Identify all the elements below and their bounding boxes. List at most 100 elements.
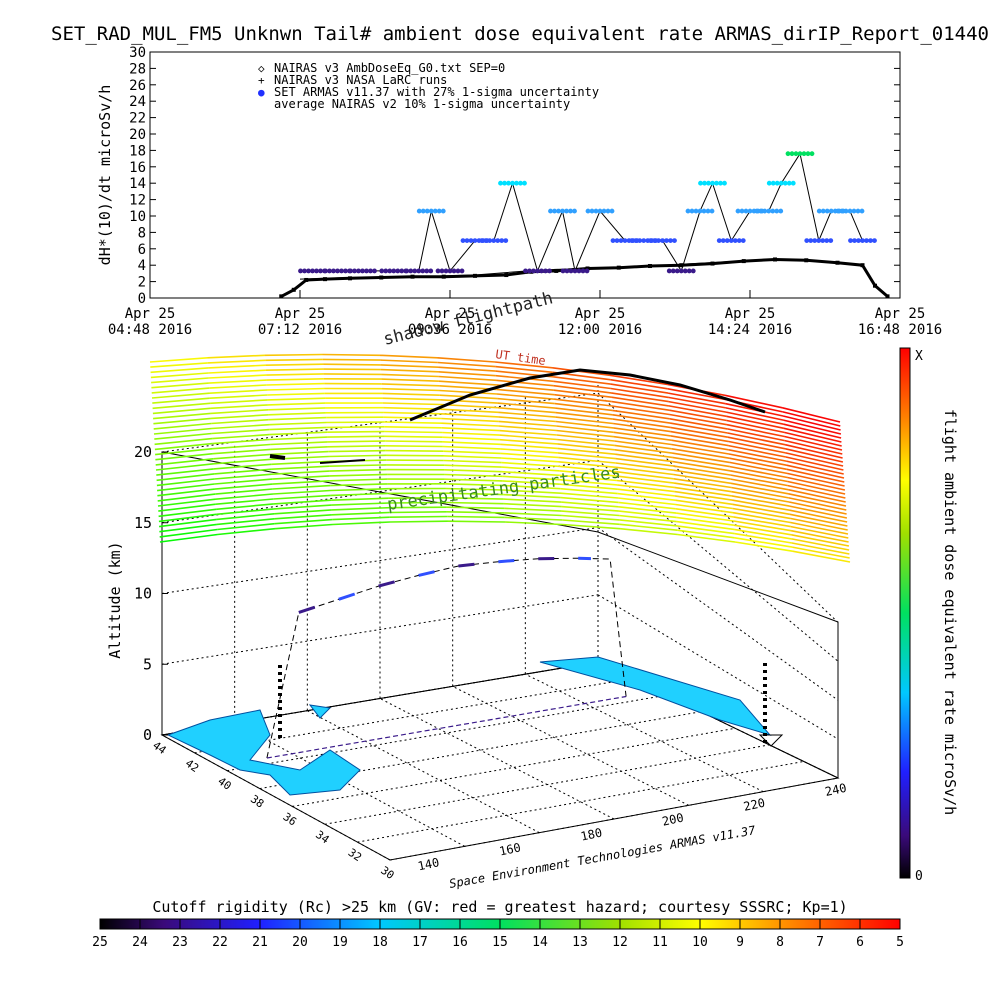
curtain-line bbox=[380, 359, 438, 364]
curtain-line bbox=[157, 483, 215, 492]
curtain-line bbox=[268, 421, 327, 426]
curtain-line bbox=[555, 420, 614, 429]
curtain-line bbox=[385, 454, 444, 457]
armas-point bbox=[698, 180, 703, 186]
curtain-line bbox=[265, 368, 324, 371]
curtain-line bbox=[385, 445, 443, 448]
curtain-line bbox=[437, 361, 496, 368]
curtain-line bbox=[210, 404, 268, 410]
curtain-line bbox=[618, 506, 677, 514]
armas-point bbox=[576, 268, 582, 274]
y-tick-label: 6 bbox=[138, 242, 146, 258]
armas-point bbox=[420, 268, 426, 274]
curtain-line bbox=[158, 503, 216, 512]
armas-point bbox=[718, 180, 723, 186]
curtain-line bbox=[445, 492, 504, 496]
armas-point bbox=[495, 238, 501, 244]
curtain-line bbox=[734, 541, 793, 552]
nairas-point bbox=[504, 273, 509, 278]
curtain-line bbox=[440, 403, 498, 409]
armas-point bbox=[855, 208, 861, 214]
floor-grid-line bbox=[194, 678, 633, 754]
climb-point bbox=[278, 714, 282, 717]
armas-point bbox=[440, 208, 446, 214]
climb-point bbox=[278, 735, 282, 738]
curtain-line bbox=[669, 422, 728, 434]
curtain-line bbox=[612, 409, 670, 420]
floor-grid-line bbox=[389, 777, 839, 861]
curtain-line bbox=[265, 358, 323, 362]
altitude-tick-label: 5 bbox=[143, 655, 152, 673]
armas-point bbox=[732, 238, 738, 244]
armas-point bbox=[839, 208, 845, 214]
curtain-line bbox=[151, 382, 209, 389]
armas-point bbox=[593, 208, 599, 214]
latitude-tick-label: 42 bbox=[183, 757, 201, 775]
curtain-line bbox=[502, 475, 560, 481]
armas-point bbox=[432, 208, 438, 214]
longitude-tick-label: 220 bbox=[742, 796, 766, 814]
y-tick-label: 4 bbox=[138, 258, 146, 274]
shadow-flight-path bbox=[409, 368, 766, 422]
curtain-line bbox=[446, 506, 505, 510]
armas-point bbox=[572, 208, 577, 214]
curtain-line bbox=[667, 388, 726, 401]
latitude-ticks: 44 42 40 38 36 34 32 30 bbox=[150, 739, 396, 882]
colorbar-tick-label: 13 bbox=[572, 935, 588, 950]
curtain-line bbox=[155, 463, 214, 471]
armas-point bbox=[584, 268, 590, 274]
armas-point bbox=[609, 208, 615, 214]
curtain-line bbox=[444, 478, 503, 482]
armas-point bbox=[435, 268, 441, 274]
curtain-line bbox=[212, 438, 270, 445]
latitude-tick-label: 32 bbox=[346, 846, 364, 864]
armas-point bbox=[455, 268, 461, 274]
curtain-line bbox=[438, 375, 497, 382]
curtain-line bbox=[734, 532, 793, 544]
curtain-line bbox=[157, 493, 216, 502]
curtain-line bbox=[561, 514, 620, 521]
curtain-line bbox=[616, 479, 675, 489]
curtain-line bbox=[153, 417, 211, 425]
curtain-line bbox=[672, 465, 731, 476]
right-colorbar: X 0 flight ambient dose equivalent rate … bbox=[899, 347, 959, 884]
curtain-line bbox=[383, 421, 442, 424]
curtain-line bbox=[562, 519, 620, 526]
latitude-tick-label: 36 bbox=[281, 810, 299, 828]
armas-point bbox=[395, 268, 401, 274]
curtain-line bbox=[559, 470, 617, 477]
top-plot-frame bbox=[149, 51, 901, 299]
curtain-line bbox=[726, 423, 785, 438]
armas-point bbox=[872, 238, 877, 244]
armas-point bbox=[670, 268, 676, 274]
curtain-line bbox=[671, 443, 730, 455]
curtain-line bbox=[676, 525, 735, 535]
curtain-line bbox=[273, 499, 332, 505]
curtain-line bbox=[157, 498, 216, 507]
curtain-line bbox=[331, 497, 389, 501]
y-tick-label: 22 bbox=[129, 111, 146, 127]
alt-grid-line bbox=[161, 459, 599, 524]
curtain-line bbox=[677, 533, 736, 543]
curtain-line bbox=[150, 367, 209, 374]
climb-point bbox=[763, 698, 767, 701]
curtain-line bbox=[438, 380, 497, 386]
armas-point bbox=[701, 208, 707, 214]
right-colorbar-gradient bbox=[899, 347, 911, 879]
flight-dose-segment bbox=[418, 570, 435, 577]
y-tick-label: 12 bbox=[129, 193, 146, 209]
nairas-point bbox=[773, 257, 777, 262]
armas-point bbox=[439, 268, 445, 274]
colorbar-tick-label: 6 bbox=[856, 935, 864, 950]
curtain-line bbox=[494, 361, 553, 369]
armas-point bbox=[560, 268, 566, 274]
curtain-line bbox=[729, 461, 788, 475]
armas-point bbox=[391, 268, 397, 274]
curtain-line bbox=[674, 490, 733, 501]
floor-grid-line bbox=[161, 661, 599, 736]
curtain-line bbox=[727, 428, 785, 442]
armas-point bbox=[323, 268, 328, 274]
curtain-line bbox=[438, 366, 496, 372]
land-mass-small bbox=[308, 704, 332, 719]
curtain-line bbox=[212, 433, 270, 440]
